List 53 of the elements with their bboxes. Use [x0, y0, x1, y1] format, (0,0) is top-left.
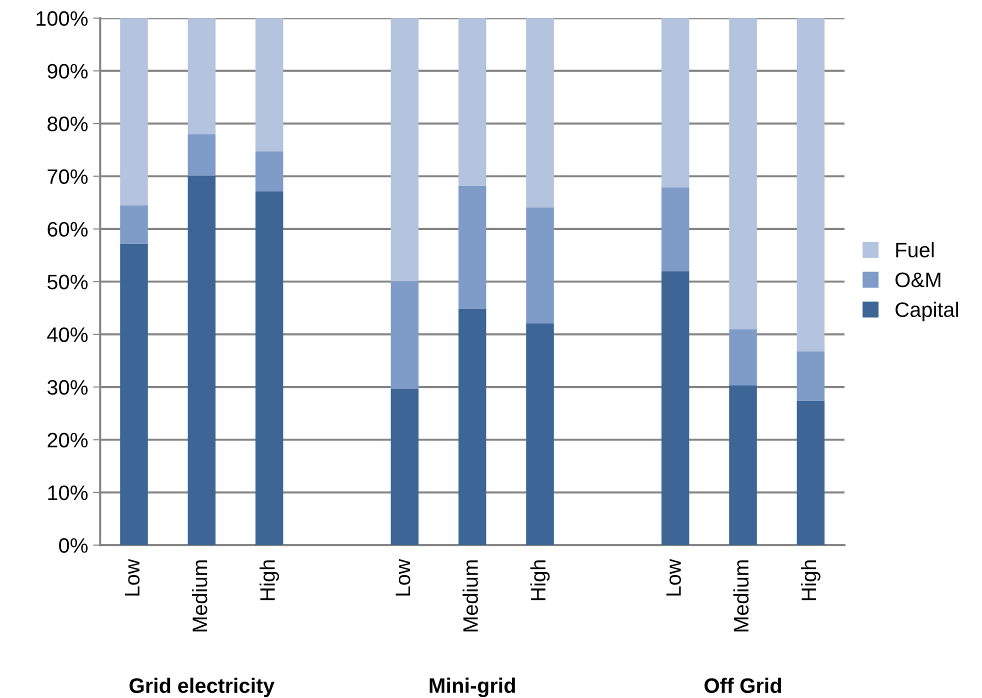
legend-label: Fuel	[896, 242, 934, 258]
text: Mini-grid	[430, 678, 515, 698]
bar	[526, 207, 554, 324]
x-tick-label: High	[530, 560, 550, 600]
x-tick-label: Low	[666, 558, 681, 596]
bar	[120, 205, 148, 244]
x-tick-label: Low	[125, 558, 140, 596]
y-tick-label: 90%	[48, 64, 88, 79]
y-tick-label: 60%	[48, 222, 88, 237]
bar	[458, 186, 486, 310]
x-tick-label: High	[260, 560, 280, 600]
x-tick-label: Medium	[462, 560, 478, 632]
bar	[661, 187, 690, 272]
y-tick-label: 50%	[47, 274, 88, 290]
y-tick-label: 10%	[48, 485, 88, 500]
y-tick-label: 0%	[59, 538, 88, 553]
bar	[255, 18, 284, 152]
bar	[120, 244, 148, 546]
bar	[526, 323, 554, 546]
bar	[796, 400, 825, 546]
y-tick-label: 20%	[48, 432, 88, 448]
bar	[255, 151, 284, 192]
y-tick-label: 70%	[48, 169, 88, 184]
legend-label: Capital	[896, 302, 958, 322]
bar	[458, 309, 486, 546]
x-tick-label: Medium	[733, 560, 749, 632]
bar	[661, 18, 690, 188]
y-tick-label: 40%	[47, 327, 88, 342]
x-tick-label: Medium	[192, 560, 208, 632]
legend-label: O&M	[896, 272, 940, 288]
bar	[796, 18, 825, 352]
bar	[729, 18, 757, 330]
x-tick-label: High	[800, 560, 820, 600]
bar	[188, 176, 216, 546]
x-tick-label: Low	[396, 558, 410, 596]
y-tick-label: 100%	[36, 11, 88, 26]
y-tick-label: 30%	[47, 380, 88, 395]
y-tick-label: 80%	[48, 116, 88, 132]
bar	[188, 18, 216, 134]
bar	[661, 271, 690, 546]
bar	[390, 388, 419, 546]
bar	[526, 18, 554, 208]
bar	[255, 192, 284, 546]
bar	[729, 329, 757, 386]
bar	[458, 18, 486, 186]
bar	[796, 351, 825, 401]
text: Off Grid	[704, 678, 781, 694]
bar	[188, 134, 216, 176]
text: Grid electricity	[130, 678, 275, 698]
bar	[390, 281, 419, 389]
bar	[729, 385, 757, 546]
bar	[120, 18, 148, 206]
bar	[390, 18, 419, 282]
